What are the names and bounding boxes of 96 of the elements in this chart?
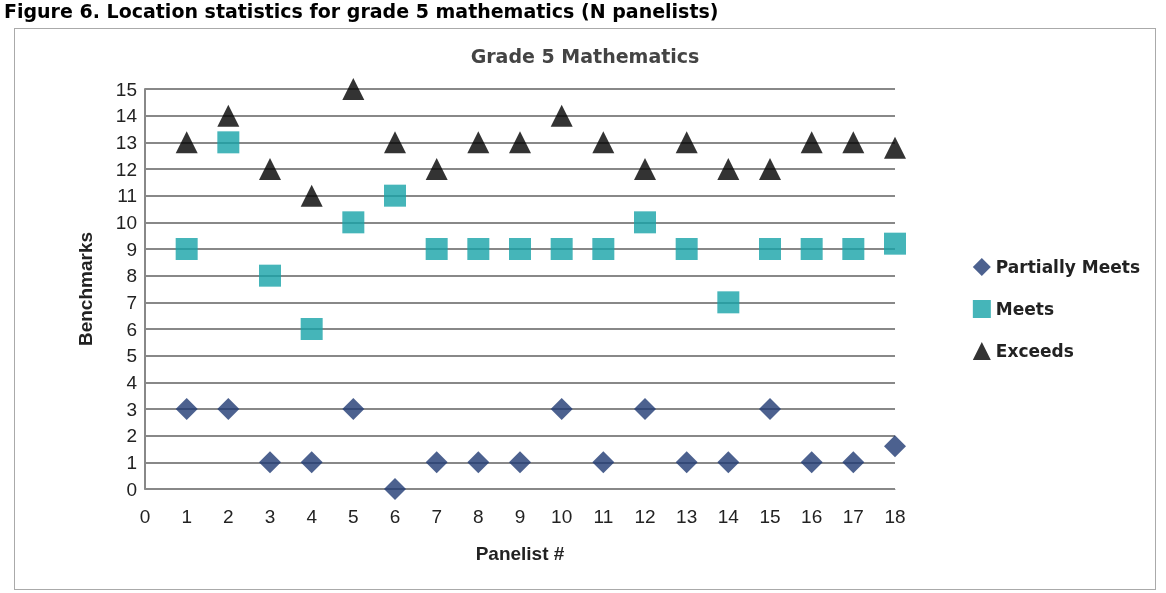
x-tick-label: 7 [431, 506, 442, 527]
x-tick-label: 13 [676, 506, 698, 527]
x-tick-label: 4 [306, 506, 318, 527]
point [384, 478, 406, 500]
chart-title: Grade 5 Mathematics [470, 44, 700, 67]
point [634, 158, 656, 180]
point [342, 211, 365, 234]
x-tick-label: 5 [348, 506, 359, 527]
y-tick-label: 6 [126, 318, 137, 340]
point [509, 451, 531, 474]
point [675, 451, 698, 474]
point [467, 451, 490, 474]
legend-label: Partially Meets [995, 257, 1141, 277]
legend-label: Meets [995, 299, 1055, 319]
y-tick-label: 7 [126, 291, 137, 313]
point [717, 451, 740, 474]
point [800, 238, 823, 260]
x-tick-label: 16 [801, 506, 823, 527]
x-tick-label: 17 [842, 506, 864, 527]
x-tick-label: 12 [634, 506, 656, 527]
y-tick-label: 11 [117, 185, 137, 207]
y-tick-label: 9 [126, 238, 137, 260]
point [467, 131, 490, 154]
x-tick-label: 18 [884, 506, 906, 527]
y-tick-label: 5 [126, 345, 137, 367]
point [842, 131, 865, 154]
x-tick-label: 10 [551, 506, 573, 527]
point [342, 78, 365, 100]
point [550, 238, 573, 260]
x-axis-title: Panelist # [475, 543, 565, 564]
point [717, 158, 740, 180]
x-tick-label: 11 [593, 506, 614, 527]
point [592, 131, 615, 154]
caption: Figure 6. Location statistics for grade 5 mathematics (N panelists) [4, 0, 719, 22]
x-tick-label: 14 [717, 506, 740, 527]
y-tick-label: 10 [115, 211, 137, 233]
point [259, 264, 281, 287]
point [550, 398, 573, 420]
point [259, 451, 281, 474]
point [634, 211, 656, 234]
point [759, 398, 781, 420]
point [800, 131, 823, 154]
point [300, 451, 323, 474]
x-tick-label: 1 [181, 506, 192, 527]
point [384, 131, 406, 154]
x-tick-label: 6 [389, 506, 401, 527]
point [592, 238, 615, 260]
point [342, 398, 365, 420]
point [467, 238, 490, 260]
y-tick-label: 12 [115, 158, 137, 180]
point [300, 184, 323, 207]
y-tick-label: 14 [115, 105, 138, 127]
point [259, 158, 281, 180]
y-axis-title: Benchmarks [75, 231, 96, 347]
point [217, 131, 240, 154]
y-tick-label: 4 [126, 371, 138, 393]
point [425, 451, 448, 474]
y-tick-label: 13 [115, 131, 137, 153]
x-tick-label: 2 [223, 506, 234, 527]
y-tick-label: 2 [126, 425, 137, 447]
point [509, 131, 531, 154]
y-tick-label: 15 [115, 78, 137, 100]
y-tick-label: 3 [126, 398, 137, 420]
point [759, 238, 781, 260]
point [509, 238, 531, 260]
point [217, 104, 240, 127]
x-tick-label: 9 [514, 506, 526, 527]
x-tick-label: 15 [759, 506, 781, 527]
point [884, 232, 906, 255]
point [592, 451, 615, 474]
point [634, 398, 656, 420]
point [842, 238, 865, 260]
point [675, 238, 698, 260]
point [425, 158, 448, 180]
x-tick-label: 3 [264, 506, 276, 527]
point [217, 398, 240, 420]
y-tick-label: 1 [126, 451, 137, 473]
point [717, 291, 740, 314]
point [759, 158, 781, 180]
point [884, 136, 906, 159]
x-tick-label: 0 [139, 506, 151, 527]
point [884, 435, 906, 458]
point [550, 104, 573, 127]
y-tick-label: 8 [126, 265, 137, 287]
point [800, 451, 823, 474]
point [384, 184, 406, 207]
point [675, 131, 698, 154]
point [175, 398, 198, 420]
y-tick-label: 0 [126, 478, 137, 500]
x-tick-label: 8 [473, 506, 484, 527]
point [425, 238, 448, 260]
legend-label: Exceeds [995, 341, 1074, 361]
point [175, 238, 198, 260]
point [842, 451, 865, 474]
point [300, 318, 323, 340]
point [175, 131, 198, 154]
